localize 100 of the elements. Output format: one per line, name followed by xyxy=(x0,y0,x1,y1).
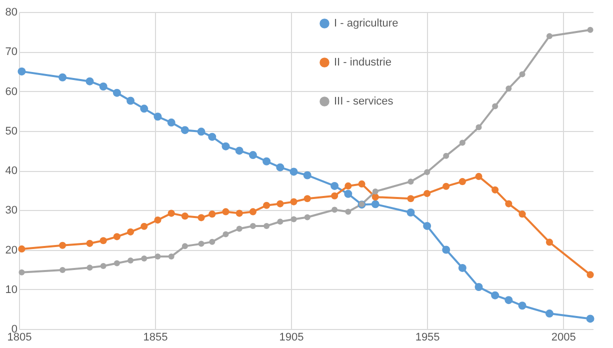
point xyxy=(290,198,298,206)
point xyxy=(154,216,162,224)
point xyxy=(290,168,298,176)
point xyxy=(276,163,284,172)
point xyxy=(60,266,66,273)
point xyxy=(546,33,552,40)
x-tick-label: 1905 xyxy=(279,332,304,344)
point xyxy=(442,182,450,190)
point xyxy=(249,208,256,216)
y-tick-label: 50 xyxy=(5,125,18,138)
point xyxy=(546,238,554,246)
point xyxy=(331,192,338,200)
point xyxy=(112,88,121,97)
point xyxy=(222,208,230,216)
point xyxy=(198,240,204,247)
point xyxy=(586,271,594,278)
point xyxy=(167,118,176,127)
point xyxy=(545,310,554,318)
point xyxy=(154,253,161,260)
point xyxy=(476,124,482,130)
point xyxy=(330,182,339,190)
point xyxy=(262,157,271,166)
point xyxy=(505,200,512,208)
point xyxy=(303,171,312,180)
point xyxy=(332,206,338,213)
x-tick-label: 1955 xyxy=(415,332,440,344)
point xyxy=(506,85,512,92)
point xyxy=(518,302,526,310)
point xyxy=(504,296,513,304)
point xyxy=(518,210,526,218)
y-tick-label: 60 xyxy=(5,86,18,98)
point xyxy=(492,103,498,110)
point xyxy=(99,82,108,90)
point xyxy=(586,314,594,323)
point xyxy=(372,188,378,194)
point xyxy=(86,240,94,247)
point xyxy=(18,269,25,276)
point xyxy=(290,216,297,222)
legend-label: I - agriculture xyxy=(334,18,398,30)
point xyxy=(181,212,188,220)
point xyxy=(140,222,148,230)
point xyxy=(128,257,134,264)
point xyxy=(100,263,106,269)
point xyxy=(442,246,450,254)
point xyxy=(208,210,216,218)
y-tick-label: 40 xyxy=(5,165,18,177)
point xyxy=(222,231,229,238)
point xyxy=(86,77,94,86)
point xyxy=(407,195,414,202)
point xyxy=(475,172,482,180)
point xyxy=(408,178,414,185)
point xyxy=(141,255,148,262)
point xyxy=(519,71,526,78)
point xyxy=(209,238,216,245)
point xyxy=(277,218,284,225)
point xyxy=(113,233,120,240)
legend-label: II - industrie xyxy=(334,56,392,68)
point xyxy=(18,245,26,252)
point xyxy=(458,178,466,186)
point xyxy=(235,146,244,155)
y-tick-label: 70 xyxy=(5,46,18,58)
point xyxy=(222,142,230,150)
point xyxy=(406,208,415,216)
point xyxy=(443,152,450,159)
x-tick-label: 1805 xyxy=(7,332,32,344)
point xyxy=(344,182,352,190)
point xyxy=(208,132,216,141)
point xyxy=(180,126,189,134)
point xyxy=(250,222,256,229)
point xyxy=(182,243,188,250)
y-tick-label: 20 xyxy=(5,244,18,256)
x-tick-label: 1855 xyxy=(143,332,168,344)
point xyxy=(304,214,310,220)
point xyxy=(371,200,380,208)
point xyxy=(474,283,483,291)
legend-label: III - services xyxy=(334,96,394,108)
point xyxy=(198,214,205,222)
point xyxy=(345,208,352,215)
y-tick-label: 10 xyxy=(5,284,18,296)
point xyxy=(168,210,175,217)
point xyxy=(126,96,135,105)
point xyxy=(236,226,242,232)
point xyxy=(58,242,66,249)
point xyxy=(459,140,466,146)
point xyxy=(100,237,107,244)
point xyxy=(263,202,270,209)
point xyxy=(276,200,284,208)
point xyxy=(86,264,93,271)
point xyxy=(58,73,67,82)
point xyxy=(344,190,352,198)
point xyxy=(114,260,120,266)
point xyxy=(358,180,366,188)
point xyxy=(197,128,206,136)
y-tick-label: 80 xyxy=(5,6,18,18)
point xyxy=(372,194,379,201)
point xyxy=(492,186,499,194)
y-tick-label: 30 xyxy=(5,204,18,217)
point xyxy=(458,264,466,272)
point xyxy=(248,151,257,160)
point xyxy=(424,169,430,176)
